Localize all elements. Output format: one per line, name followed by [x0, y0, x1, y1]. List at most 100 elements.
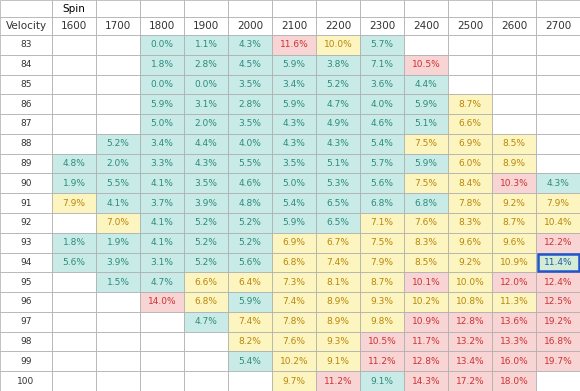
Text: 7.8%: 7.8% — [282, 317, 306, 326]
Text: 89: 89 — [20, 159, 32, 168]
Text: 2.0%: 2.0% — [107, 159, 129, 168]
Bar — [316, 312, 360, 332]
Bar — [272, 0, 316, 17]
Text: 7.4%: 7.4% — [327, 258, 349, 267]
Bar — [140, 114, 184, 134]
Text: 4.4%: 4.4% — [195, 139, 218, 148]
Bar — [492, 55, 536, 75]
Bar — [228, 312, 272, 332]
Bar — [536, 134, 580, 154]
Bar — [228, 94, 272, 114]
Bar — [536, 154, 580, 174]
Text: 3.5%: 3.5% — [282, 159, 306, 168]
Text: 5.2%: 5.2% — [107, 139, 129, 148]
Bar — [96, 213, 140, 233]
Bar — [536, 371, 580, 391]
Text: 84: 84 — [20, 60, 32, 69]
Bar — [536, 174, 580, 193]
Text: 5.9%: 5.9% — [150, 100, 173, 109]
Text: 5.9%: 5.9% — [415, 159, 437, 168]
Bar — [448, 174, 492, 193]
Text: 4.6%: 4.6% — [238, 179, 262, 188]
Bar — [448, 253, 492, 273]
Bar — [360, 35, 404, 55]
Bar — [52, 174, 96, 193]
Text: 5.3%: 5.3% — [327, 179, 350, 188]
Bar — [140, 292, 184, 312]
Text: 6.7%: 6.7% — [327, 238, 350, 247]
Text: 9.1%: 9.1% — [327, 357, 350, 366]
Bar — [184, 134, 228, 154]
Bar — [52, 292, 96, 312]
Bar — [0, 312, 52, 332]
Bar — [316, 35, 360, 55]
Text: 7.4%: 7.4% — [238, 317, 262, 326]
Bar — [140, 174, 184, 193]
Text: 4.3%: 4.3% — [546, 179, 570, 188]
Text: 4.1%: 4.1% — [151, 179, 173, 188]
Bar — [140, 253, 184, 273]
Bar — [228, 352, 272, 371]
Bar — [96, 174, 140, 193]
Text: 0.0%: 0.0% — [194, 80, 218, 89]
Bar — [272, 134, 316, 154]
Text: 5.4%: 5.4% — [282, 199, 306, 208]
Bar — [0, 352, 52, 371]
Text: 7.5%: 7.5% — [415, 179, 437, 188]
Text: 7.9%: 7.9% — [546, 199, 570, 208]
Bar — [492, 134, 536, 154]
Bar — [536, 332, 580, 352]
Bar — [492, 0, 536, 17]
Text: 6.9%: 6.9% — [459, 139, 481, 148]
Bar — [448, 213, 492, 233]
Bar — [448, 154, 492, 174]
Text: 6.4%: 6.4% — [238, 278, 262, 287]
Text: 10.4%: 10.4% — [543, 219, 572, 228]
Text: 7.1%: 7.1% — [371, 60, 393, 69]
Bar — [360, 174, 404, 193]
Bar — [536, 352, 580, 371]
Bar — [272, 174, 316, 193]
Bar — [0, 273, 52, 292]
Text: 1700: 1700 — [105, 21, 131, 31]
Bar — [448, 273, 492, 292]
Bar — [536, 233, 580, 253]
Bar — [360, 193, 404, 213]
Bar — [272, 17, 316, 35]
Bar — [492, 35, 536, 55]
Bar — [492, 233, 536, 253]
Bar — [492, 253, 536, 273]
Bar — [52, 273, 96, 292]
Bar — [96, 371, 140, 391]
Text: 3.3%: 3.3% — [150, 159, 173, 168]
Bar — [272, 193, 316, 213]
Bar — [228, 134, 272, 154]
Text: 4.3%: 4.3% — [282, 139, 306, 148]
Text: 7.0%: 7.0% — [107, 219, 129, 228]
Bar — [316, 332, 360, 352]
Text: 6.8%: 6.8% — [371, 199, 393, 208]
Text: 10.2%: 10.2% — [280, 357, 309, 366]
Text: 90: 90 — [20, 179, 32, 188]
Bar — [316, 292, 360, 312]
Text: 12.0%: 12.0% — [500, 278, 528, 287]
Text: 4.7%: 4.7% — [151, 278, 173, 287]
Text: 5.4%: 5.4% — [238, 357, 262, 366]
Bar — [448, 0, 492, 17]
Bar — [52, 213, 96, 233]
Text: 5.2%: 5.2% — [194, 258, 218, 267]
Text: 1.8%: 1.8% — [150, 60, 173, 69]
Bar — [96, 332, 140, 352]
Text: 4.3%: 4.3% — [238, 40, 262, 49]
Bar — [360, 253, 404, 273]
Text: 5.5%: 5.5% — [107, 179, 129, 188]
Bar — [140, 233, 184, 253]
Bar — [228, 75, 272, 94]
Text: 5.2%: 5.2% — [238, 238, 262, 247]
Text: 87: 87 — [20, 120, 32, 129]
Bar — [184, 154, 228, 174]
Bar — [0, 154, 52, 174]
Text: 95: 95 — [20, 278, 32, 287]
Bar — [184, 193, 228, 213]
Text: 97: 97 — [20, 317, 32, 326]
